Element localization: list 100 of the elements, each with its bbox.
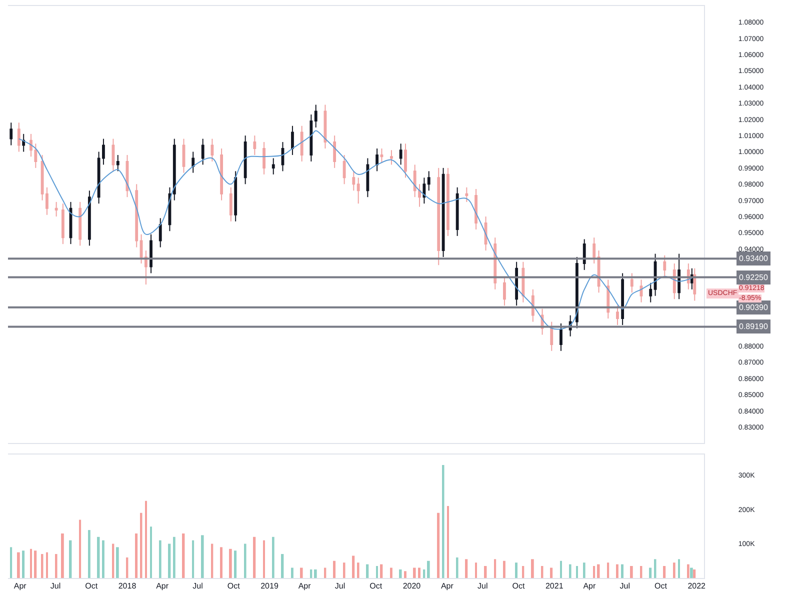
bar [17, 552, 20, 578]
bar [427, 560, 430, 578]
bar [693, 569, 696, 578]
bar [79, 520, 82, 578]
x-tick-label: Oct [654, 582, 668, 591]
bar [211, 544, 214, 578]
bar [576, 566, 578, 578]
x-tick-label: Jul [50, 582, 61, 591]
bar [531, 559, 534, 578]
x-tick-label: Apr [440, 582, 454, 591]
x-tick-label: Oct [227, 582, 241, 591]
bar [182, 533, 185, 578]
bar [380, 564, 383, 578]
bar [465, 559, 468, 578]
bar [447, 506, 449, 578]
bar [116, 547, 119, 578]
bar [333, 560, 336, 578]
bar [654, 559, 656, 578]
ref-line-label: 0.90390 [739, 303, 768, 312]
bar [30, 548, 32, 578]
bar [234, 550, 237, 578]
bar [515, 562, 518, 578]
bar [352, 556, 355, 578]
x-tick-label: Apr [156, 582, 169, 591]
x-tick-label: Jul [334, 582, 346, 591]
bar [145, 500, 147, 578]
x-tick-label: Jul [478, 582, 488, 591]
bar [112, 544, 114, 578]
bar [630, 566, 633, 578]
bar [55, 554, 58, 578]
bar [168, 544, 171, 578]
bar [616, 564, 618, 578]
bar [253, 536, 256, 578]
bar [46, 552, 48, 578]
bar [343, 562, 346, 578]
bar [357, 562, 360, 578]
bar [442, 464, 444, 578]
bar [291, 568, 294, 578]
bar [69, 540, 72, 578]
bar [300, 568, 303, 578]
bar [418, 568, 420, 578]
x-tick-label: 2022 [688, 582, 706, 591]
bar [88, 530, 90, 578]
x-tick-label: Jul [192, 582, 204, 591]
bar [437, 512, 440, 578]
bar [390, 568, 392, 578]
bar [673, 562, 676, 578]
bar [22, 550, 25, 578]
bar [310, 569, 312, 578]
x-tick-label: Apr [298, 582, 312, 591]
x-tick-label: Oct [512, 582, 526, 591]
bar [126, 557, 128, 578]
bar [173, 536, 176, 578]
x-tick-label: 2019 [260, 582, 279, 591]
bar [560, 560, 562, 578]
bar [597, 564, 600, 578]
bar [314, 569, 317, 578]
bar [10, 547, 12, 578]
x-tick-label: Apr [14, 582, 27, 591]
x-tick-label: 2021 [545, 582, 564, 591]
bar [272, 536, 274, 578]
bar [494, 559, 496, 578]
bar [376, 566, 378, 578]
bar [413, 568, 416, 578]
bar [607, 562, 610, 578]
bar [404, 571, 406, 578]
bar [569, 564, 572, 578]
bar [484, 566, 487, 578]
bar [201, 535, 204, 578]
bar [541, 566, 544, 578]
bar [220, 547, 223, 578]
x-tick-label: 2020 [402, 582, 422, 591]
bar [456, 557, 458, 578]
bar [663, 566, 666, 578]
bar [324, 568, 326, 578]
bar [583, 562, 586, 578]
bar [690, 568, 693, 578]
x-tick-label: Jul [620, 582, 630, 591]
bar [159, 540, 162, 578]
bar [621, 564, 624, 578]
bar [366, 564, 369, 578]
ref-line-label: 0.89190 [739, 322, 768, 331]
ref-line-label: 0.92250 [739, 273, 768, 282]
bar [423, 569, 426, 578]
bar [649, 568, 652, 578]
bar [687, 564, 690, 578]
bar [140, 512, 142, 578]
bar [593, 566, 596, 578]
bar [192, 540, 194, 578]
bar [41, 554, 44, 578]
x-tick-label: Oct [370, 582, 383, 591]
bar [263, 540, 265, 578]
bar [522, 566, 524, 578]
bar [640, 566, 642, 578]
bar [503, 560, 506, 578]
x-tick-label: Apr [583, 582, 596, 591]
bar [97, 536, 100, 578]
bar [244, 544, 246, 578]
bar [102, 540, 104, 578]
x-tick-label: 2018 [118, 582, 137, 591]
